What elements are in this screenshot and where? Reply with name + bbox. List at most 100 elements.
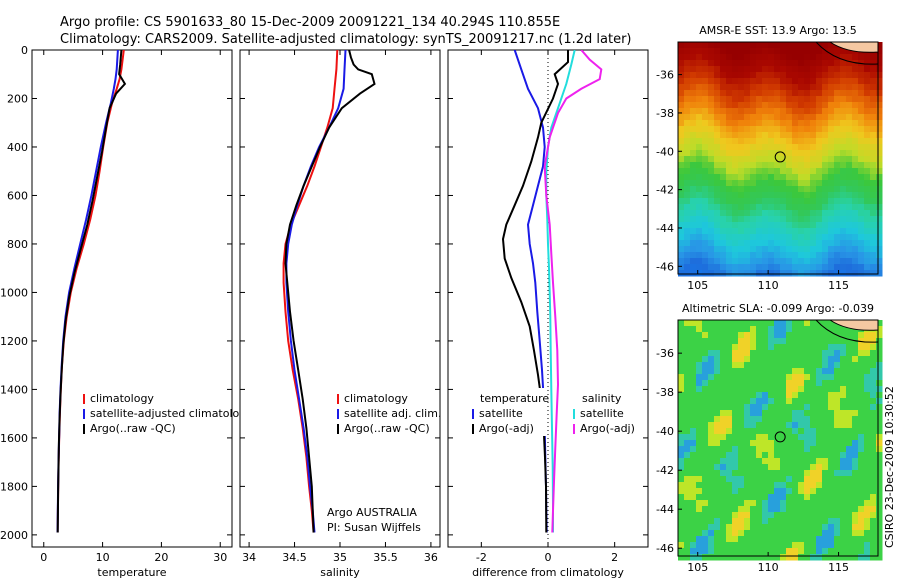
map-cell bbox=[792, 542, 799, 549]
map-cell bbox=[858, 264, 865, 271]
map-cell bbox=[876, 554, 883, 561]
map-cell bbox=[834, 554, 841, 561]
map-cell bbox=[768, 332, 775, 339]
map-cell bbox=[840, 270, 847, 277]
map-cell bbox=[870, 234, 877, 241]
map-cell bbox=[768, 362, 775, 369]
salinity-panel: 34 34.5 35 35.5 36salinityclimatologysatelli… bbox=[239, 49, 441, 579]
map-cell bbox=[810, 192, 817, 199]
map-cell bbox=[822, 548, 829, 555]
map-cell bbox=[828, 398, 835, 405]
map-cell bbox=[870, 374, 877, 381]
map-cell bbox=[756, 458, 763, 465]
map-cell bbox=[840, 452, 847, 459]
map-cell bbox=[738, 72, 745, 79]
map-cell bbox=[738, 524, 745, 531]
map-cell bbox=[822, 78, 829, 85]
map-cell bbox=[852, 434, 859, 441]
map-cell bbox=[708, 90, 715, 97]
map-cell bbox=[732, 506, 739, 513]
y-tick-label: 200 bbox=[7, 92, 28, 105]
map-cell bbox=[720, 162, 727, 169]
map-cell bbox=[696, 446, 703, 453]
map-cell bbox=[798, 536, 805, 543]
map-cell bbox=[714, 240, 721, 247]
map-cell bbox=[756, 162, 763, 169]
map-cell bbox=[696, 138, 703, 145]
map-cell bbox=[870, 476, 877, 483]
map-cell bbox=[738, 138, 745, 145]
map-cell bbox=[780, 126, 787, 133]
map-cell bbox=[810, 350, 817, 357]
map-cell bbox=[744, 60, 751, 67]
map-cell bbox=[822, 156, 829, 163]
map-cell bbox=[792, 554, 799, 561]
map-cell bbox=[810, 404, 817, 411]
map-cell bbox=[696, 132, 703, 139]
map-cell bbox=[756, 428, 763, 435]
map-cell bbox=[702, 96, 709, 103]
map-cell bbox=[696, 374, 703, 381]
map-cell bbox=[810, 542, 817, 549]
map-cell bbox=[732, 258, 739, 265]
map-cell bbox=[798, 90, 805, 97]
map-cell bbox=[786, 344, 793, 351]
map-cell bbox=[702, 326, 709, 333]
map-cell bbox=[684, 512, 691, 519]
map-cell bbox=[864, 422, 871, 429]
map-cell bbox=[750, 66, 757, 73]
map-cell bbox=[810, 126, 817, 133]
map-cell bbox=[798, 246, 805, 253]
map-cell bbox=[744, 320, 751, 327]
map-cell bbox=[864, 344, 871, 351]
map-cell bbox=[846, 410, 853, 417]
map-cell bbox=[690, 144, 697, 151]
map-cell bbox=[702, 482, 709, 489]
map-cell bbox=[822, 204, 829, 211]
argo-location-marker bbox=[774, 431, 786, 443]
map-cell bbox=[786, 524, 793, 531]
map-cell bbox=[714, 494, 721, 501]
map-cell bbox=[774, 72, 781, 79]
map-cell bbox=[822, 506, 829, 513]
map-cell bbox=[750, 338, 757, 345]
map-cell bbox=[840, 102, 847, 109]
map-cell bbox=[804, 392, 811, 399]
map-cell bbox=[756, 144, 763, 151]
map-cell bbox=[810, 374, 817, 381]
map-cell bbox=[714, 138, 721, 145]
map-cell bbox=[756, 84, 763, 91]
map-cell bbox=[780, 246, 787, 253]
map-cell bbox=[846, 428, 853, 435]
map-cell bbox=[744, 356, 751, 363]
map-cell bbox=[870, 78, 877, 85]
map-cell bbox=[804, 114, 811, 121]
map-cell bbox=[828, 90, 835, 97]
map-cell bbox=[810, 78, 817, 85]
map-cell bbox=[750, 186, 757, 193]
map-cell bbox=[858, 458, 865, 465]
map-cell bbox=[726, 66, 733, 73]
map-cell bbox=[858, 404, 865, 411]
map-cell bbox=[738, 108, 745, 115]
map-cell bbox=[690, 332, 697, 339]
map-cell bbox=[720, 416, 727, 423]
map-cell bbox=[822, 252, 829, 259]
map-cell bbox=[876, 506, 883, 513]
map-cell bbox=[846, 326, 853, 333]
map-cell bbox=[786, 144, 793, 151]
legend-bg bbox=[470, 388, 546, 436]
map-cell bbox=[774, 392, 781, 399]
map-cell bbox=[804, 410, 811, 417]
map-cell bbox=[852, 228, 859, 235]
map-cell bbox=[858, 524, 865, 531]
map-cell bbox=[822, 234, 829, 241]
map-cell bbox=[798, 180, 805, 187]
map-cell bbox=[696, 228, 703, 235]
map-cell bbox=[864, 240, 871, 247]
map-cell bbox=[870, 162, 877, 169]
map-cell bbox=[708, 240, 715, 247]
map-cell bbox=[702, 476, 709, 483]
map-cell bbox=[684, 132, 691, 139]
map-cell bbox=[702, 320, 709, 327]
